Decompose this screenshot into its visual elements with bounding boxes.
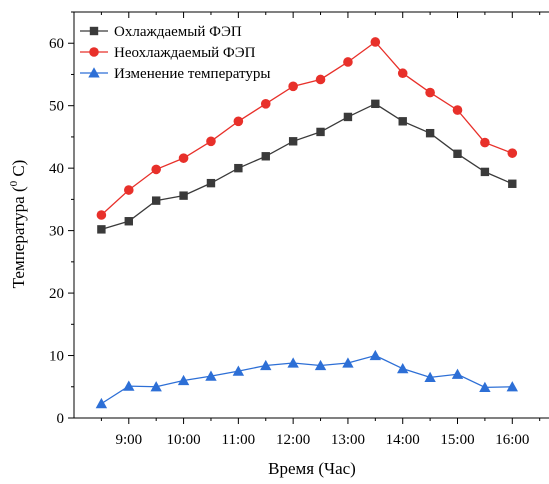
y-axis-label-main: Температура ( (9, 186, 28, 288)
data-point (397, 362, 409, 374)
y-axis-label: Температура (0 C) (8, 160, 28, 289)
data-point (123, 380, 135, 391)
data-point (315, 74, 326, 85)
y-axis-label-tail: C) (9, 160, 28, 181)
data-point (371, 99, 380, 109)
data-point (261, 152, 270, 161)
data-point (287, 357, 299, 368)
data-point (288, 81, 298, 92)
data-point (97, 225, 106, 234)
data-point (425, 128, 435, 138)
data-point (260, 359, 272, 371)
y-tick-label: 50 (49, 99, 64, 115)
data-point (480, 167, 490, 177)
data-point (479, 381, 491, 392)
data-point (342, 357, 354, 368)
data-point (178, 153, 189, 163)
data-point (480, 137, 490, 148)
data-point (452, 105, 463, 115)
data-point (451, 368, 464, 379)
y-tick-label: 30 (49, 224, 64, 240)
data-point (343, 112, 353, 122)
data-point (425, 87, 435, 98)
legend-label: Неохлаждаемый ФЭП (114, 45, 256, 61)
data-point (397, 68, 408, 79)
data-point (370, 37, 381, 47)
data-point (232, 365, 245, 376)
data-point (95, 397, 108, 409)
legend: Охлаждаемый ФЭП Неохлаждаемый ФЭП Изменени… (80, 24, 270, 82)
series-line (100, 41, 513, 216)
data-point (206, 136, 216, 147)
x-tick-label: 13:00 (331, 432, 365, 448)
data-point (179, 191, 188, 200)
x-tick-label: 11:00 (222, 432, 256, 448)
series-line (101, 354, 513, 405)
data-point (206, 178, 216, 188)
data-point (205, 370, 217, 381)
y-axis-label-superscript: 0 (8, 180, 20, 186)
data-point (398, 117, 407, 126)
x-tick-label: 10:00 (166, 432, 200, 448)
data-point (288, 137, 298, 146)
data-point (260, 99, 271, 109)
data-point (151, 164, 161, 175)
x-tick-label: 9:00 (115, 432, 142, 448)
data-point (508, 179, 517, 188)
data-point (343, 57, 353, 67)
data-point (369, 349, 382, 361)
data-point (506, 381, 518, 392)
legend-label: Охлаждаемый ФЭП (114, 24, 242, 40)
series-line (101, 103, 513, 230)
plot-area (95, 37, 518, 409)
y-tick-label: 60 (49, 36, 64, 52)
data-point (124, 217, 133, 226)
x-axis-label: Время (Час) (268, 459, 356, 478)
data-point (453, 149, 462, 158)
legend-label: Изменение температуры (114, 66, 270, 82)
y-tick-label: 10 (49, 349, 64, 365)
data-point (234, 163, 243, 173)
y-tick-label: 0 (57, 411, 65, 427)
data-point (123, 185, 134, 195)
data-point (150, 381, 162, 392)
x-tick-label: 15:00 (440, 432, 474, 448)
data-point (177, 374, 190, 386)
data-point (424, 371, 436, 382)
legend-marker (89, 26, 99, 36)
data-point (316, 127, 325, 137)
y-tick-label: 40 (49, 161, 64, 177)
x-tick-label: 16:00 (495, 432, 529, 448)
legend-marker (88, 67, 100, 78)
data-point (507, 148, 518, 158)
data-point (96, 210, 107, 220)
x-tick-label: 14:00 (386, 432, 420, 448)
x-tick-label: 12:00 (276, 432, 310, 448)
data-point (314, 359, 327, 371)
data-point (233, 116, 244, 127)
legend-marker (89, 47, 99, 57)
data-point (151, 196, 161, 205)
y-tick-label: 20 (49, 286, 64, 302)
axes: 0 10 20 30 40 50 60 9:00 10:00 11:00 12:00 13:00 14:… (49, 11, 549, 448)
